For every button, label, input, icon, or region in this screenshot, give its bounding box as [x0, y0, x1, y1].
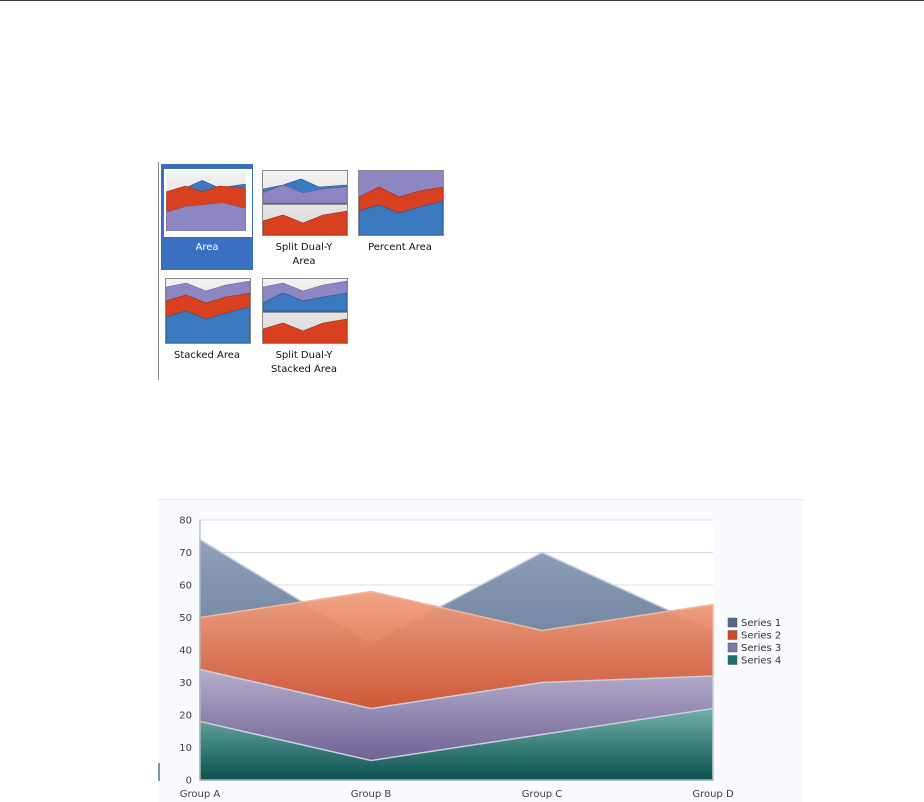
y-tick-label: 70 [179, 548, 192, 559]
legend-label: Series 1 [741, 618, 781, 629]
gallery-left-border [158, 162, 159, 380]
area-chart: 0 10 20 30 40 50 60 70 80 Group A Group B Group C Gr… [158, 499, 804, 802]
x-tick-label: Group D [692, 789, 734, 800]
gallery-item-stacked-area[interactable]: Stacked Area [161, 272, 253, 378]
y-tick-label: 10 [179, 743, 192, 754]
gallery-item-label: Split Dual-Y Stacked Area [270, 350, 338, 375]
x-tick-label: Group C [522, 789, 563, 800]
legend-swatch [727, 655, 738, 665]
y-tick-label: 60 [179, 581, 192, 592]
gallery-item-label: Stacked Area [173, 350, 241, 361]
gallery-item-label: Percent Area [368, 242, 432, 253]
gallery-item-label: Area [195, 242, 219, 253]
legend-swatch [727, 630, 738, 640]
chart-type-gallery: Area Split Dual-Y Area Percen [158, 162, 458, 382]
chart-edge-marker [158, 763, 160, 781]
gallery-item-split-dual-y-area[interactable]: Split Dual-Y Area [258, 164, 350, 270]
legend-label: Series 2 [741, 631, 781, 642]
y-tick-label: 80 [179, 516, 192, 527]
x-tick-label: Group B [351, 789, 392, 800]
y-tick-label: 50 [179, 613, 192, 624]
stacked-area-thumbnail-icon [165, 278, 251, 344]
area-chart-svg: 0 10 20 30 40 50 60 70 80 Group A Group B Group C Gr… [179, 516, 781, 801]
area-thumbnail-icon [164, 169, 252, 237]
split-dual-y-stacked-area-thumbnail-icon [262, 278, 348, 344]
gallery-item-label: Split Dual-Y Area [275, 242, 333, 267]
top-divider [0, 0, 924, 1]
gallery-item-percent-area[interactable]: Percent Area [354, 164, 446, 270]
legend-swatch [727, 642, 738, 653]
legend-swatch [727, 617, 738, 628]
y-tick-label: 40 [179, 646, 192, 657]
x-tick-label: Group A [180, 789, 221, 800]
gallery-item-area[interactable]: Area [161, 164, 253, 270]
legend-label: Series 3 [741, 643, 781, 654]
y-tick-label: 30 [179, 678, 192, 689]
legend-label: Series 4 [741, 656, 781, 667]
percent-area-thumbnail-icon [358, 170, 444, 236]
y-tick-label: 20 [179, 711, 192, 722]
y-tick-label: 0 [186, 776, 192, 787]
split-dual-y-area-thumbnail-icon [262, 170, 348, 236]
gallery-item-split-dual-y-stacked-area[interactable]: Split Dual-Y Stacked Area [258, 272, 350, 378]
